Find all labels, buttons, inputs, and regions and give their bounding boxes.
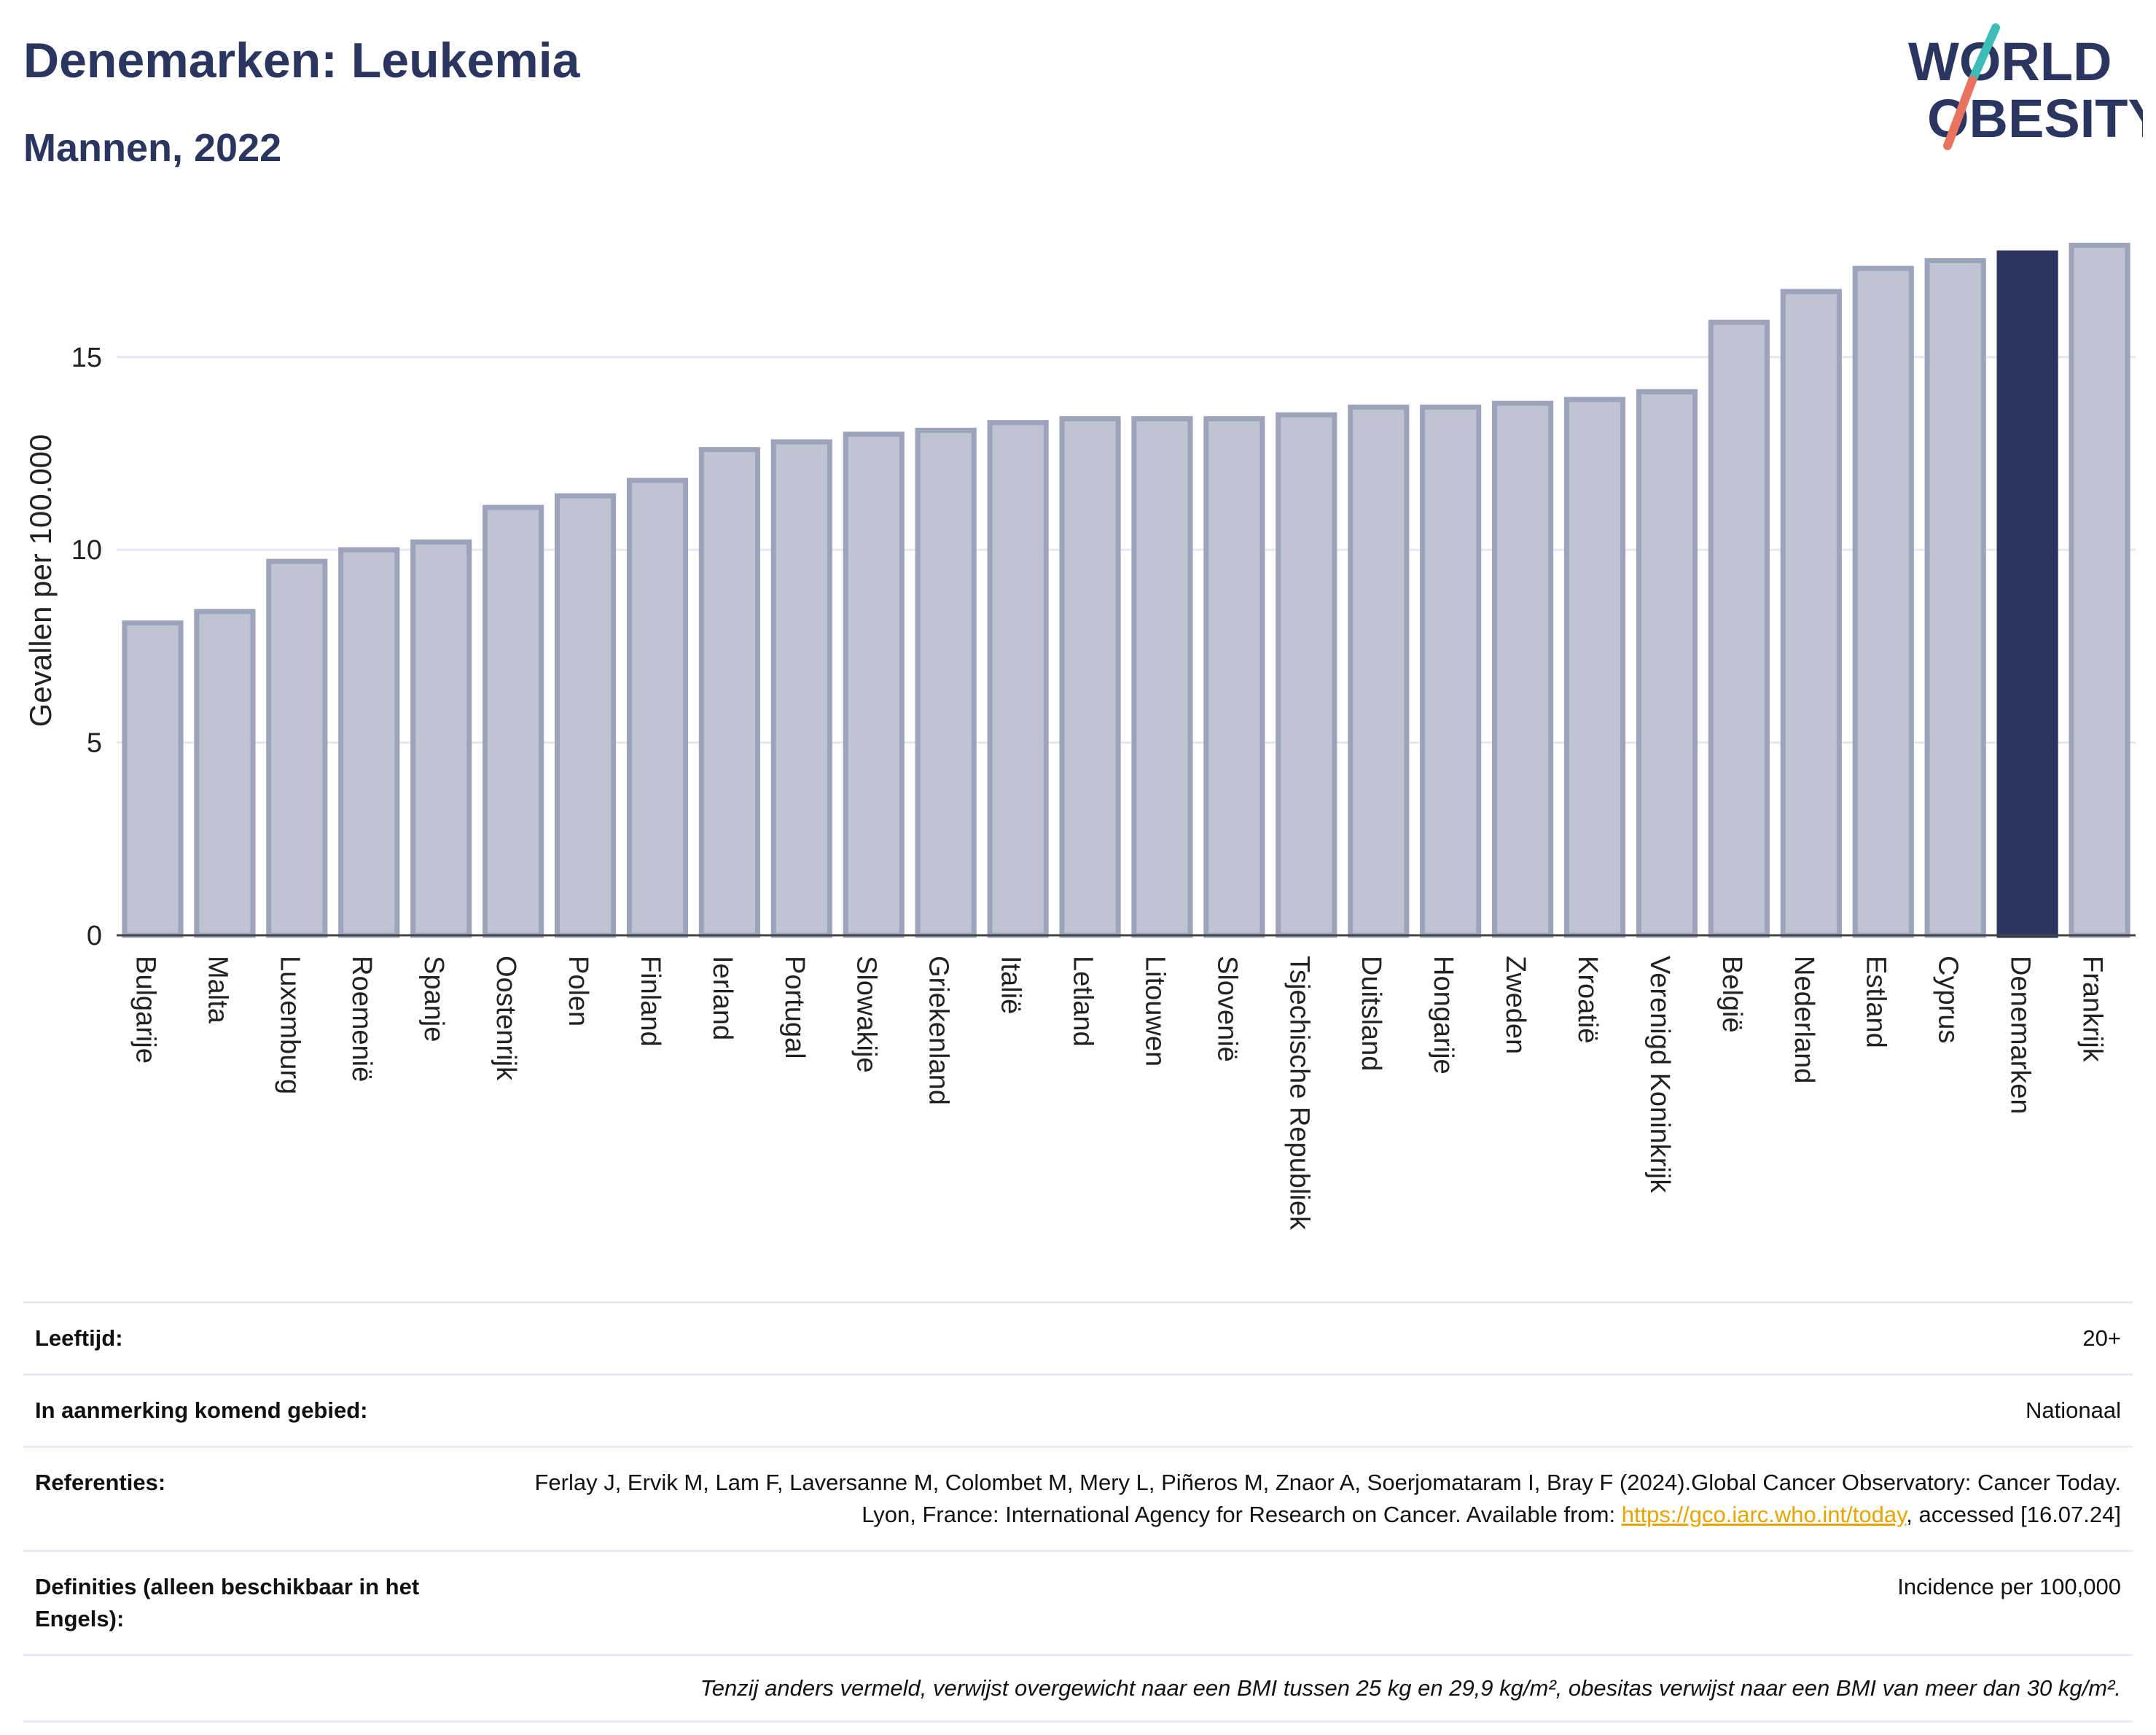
x-tick-label: Italië	[996, 956, 1026, 1014]
x-tick-label: Frankrijk	[2077, 956, 2108, 1063]
bar-malta[interactable]	[194, 609, 256, 938]
x-tick-label: Letland	[1068, 956, 1098, 1047]
x-tick-label: Slovenië	[1211, 956, 1242, 1062]
bar-cyprus[interactable]	[1924, 258, 1986, 938]
y-tick-label: 15	[71, 343, 102, 373]
page-subtitle: Mannen, 2022	[23, 126, 282, 170]
x-tick-label: Oostenrijk	[491, 956, 521, 1081]
bar-frankrijk[interactable]	[2069, 242, 2130, 938]
info-row-definitions: Definities (alleen beschikbaar in het En…	[23, 1551, 2133, 1656]
bar-sloveni-[interactable]	[1203, 416, 1265, 938]
bar-bulgarije[interactable]	[122, 620, 184, 938]
bar-roemeni-[interactable]	[338, 547, 400, 938]
x-tick-label: Hongarije	[1428, 956, 1458, 1075]
info-row-note: Tenzij anders vermeld, verwijst overgewi…	[23, 1655, 2133, 1722]
bmi-note: Tenzij anders vermeld, verwijst overgewi…	[700, 1675, 2121, 1701]
logo-slash-coral	[1943, 76, 1977, 150]
x-tick-label: Estland	[1861, 956, 1891, 1048]
bar-chart: 0 5 10 15 Bulgarije Malta Luxemburg Roemenië Spa…	[23, 242, 2136, 1231]
bar-nederland[interactable]	[1780, 289, 1842, 938]
info-label-references: Referenties:	[35, 1470, 166, 1495]
bar-zweden[interactable]	[1492, 400, 1554, 938]
x-tick-label: Polen	[563, 956, 593, 1026]
info-row-references: Referenties: Ferlay J, Ervik M, Lam F, L…	[23, 1446, 2133, 1551]
info-row-area: In aanmerking komend gebied: Nationaal	[23, 1374, 2133, 1447]
bar-griekenland[interactable]	[915, 427, 977, 938]
info-table: Leeftijd: 20+ In aanmerking komend gebie…	[23, 1301, 2133, 1723]
x-tick-label: Verenigd Koninkrijk	[1644, 956, 1675, 1193]
x-tick-label: Tsjechische Republiek	[1284, 956, 1314, 1231]
bar-ierland[interactable]	[698, 447, 760, 938]
x-tick-label: Bulgarije	[130, 956, 160, 1064]
y-tick-label: 0	[87, 921, 102, 951]
x-tick-label: Duitsland	[1356, 956, 1386, 1071]
info-label-definitions: Definities (alleen beschikbaar in het En…	[35, 1574, 420, 1631]
bar-letland[interactable]	[1059, 416, 1121, 938]
bar-polen[interactable]	[554, 493, 617, 938]
x-tick-label: Kroatië	[1572, 956, 1603, 1043]
bar-oostenrijk[interactable]	[483, 504, 544, 938]
page-title: Denemarken: Leukemia	[23, 33, 580, 88]
bar-finland[interactable]	[626, 477, 689, 938]
y-tick-label: 10	[71, 535, 102, 566]
info-value-area: Nationaal	[2026, 1397, 2121, 1423]
x-tick-label: Malta	[202, 956, 233, 1024]
info-value-references: Ferlay J, Ervik M, Lam F, Laversanne M, …	[513, 1447, 2133, 1551]
bar-estland[interactable]	[1852, 265, 1914, 938]
bar-slowakije[interactable]	[843, 432, 905, 938]
bar-verenigd-koninkrijk[interactable]	[1636, 389, 1698, 938]
bar-belgi-[interactable]	[1708, 319, 1770, 938]
x-tick-label: Luxemburg	[274, 956, 305, 1094]
bar-denemarken[interactable]	[1996, 250, 2058, 938]
logo-slash-teal	[1968, 23, 2000, 85]
x-tick-label: Denemarken	[2005, 956, 2036, 1115]
bar-spanje[interactable]	[410, 539, 472, 938]
y-tick-label: 5	[87, 728, 102, 759]
x-tick-label: Portugal	[779, 956, 810, 1059]
x-tick-label: Roemenië	[346, 956, 377, 1082]
logo-text-world: WORLD	[1908, 31, 2112, 92]
x-tick-label: Litouwen	[1139, 956, 1170, 1067]
world-obesity-logo: WORLD OBESITY	[1908, 23, 2143, 150]
bar-litouwen[interactable]	[1131, 416, 1193, 938]
bar-tsjechische-republiek[interactable]	[1276, 412, 1337, 938]
info-label-age: Leeftijd:	[35, 1325, 123, 1351]
y-axis-title: Gevallen per 100.000	[23, 434, 58, 728]
bar-kroati-[interactable]	[1563, 397, 1626, 938]
x-tick-label: Spanje	[418, 956, 449, 1042]
x-tick-label: Griekenland	[923, 956, 954, 1105]
reference-link[interactable]: https://gco.iarc.who.int/today	[1621, 1502, 1907, 1527]
bar-itali-[interactable]	[987, 420, 1049, 938]
x-tick-label: Slowakije	[851, 956, 882, 1073]
bar-luxemburg[interactable]	[266, 558, 328, 938]
bar-hongarije[interactable]	[1420, 405, 1482, 938]
x-tick-label: Nederland	[1789, 956, 1819, 1083]
info-value-definitions: Incidence per 100,000	[1897, 1574, 2121, 1599]
bar-portugal[interactable]	[770, 439, 832, 938]
reference-text: Ferlay J, Ervik M, Lam F, Laversanne M, …	[534, 1470, 2121, 1527]
x-tick-label: België	[1716, 956, 1747, 1033]
x-tick-label: Ierland	[707, 956, 738, 1040]
x-tick-label: Zweden	[1500, 956, 1531, 1054]
x-tick-label: Cyprus	[1933, 956, 1964, 1043]
info-label-area: In aanmerking komend gebied:	[35, 1397, 368, 1423]
info-row-age: Leeftijd: 20+	[23, 1302, 2133, 1375]
info-value-age: 20+	[2082, 1325, 2121, 1351]
bar-duitsland[interactable]	[1348, 405, 1410, 938]
reference-accessed: , accessed [16.07.24]	[1906, 1502, 2121, 1527]
x-tick-label: Finland	[635, 956, 665, 1047]
